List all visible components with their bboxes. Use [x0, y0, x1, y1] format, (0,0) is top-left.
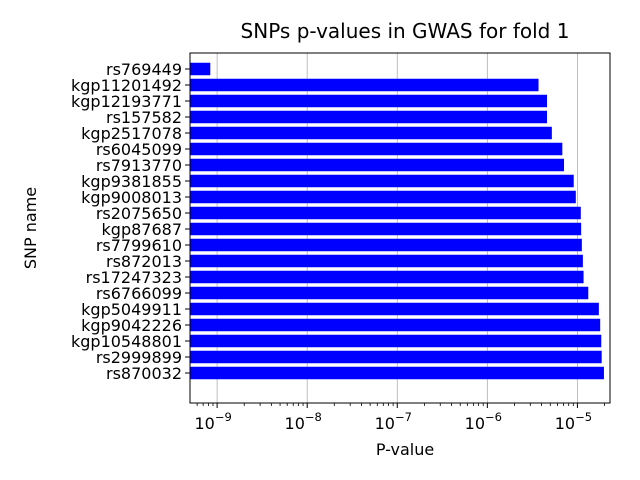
y-tick-label: kgp5049911 [81, 300, 182, 319]
x-tick-label: 10−8 [285, 410, 322, 433]
x-tick-base: 10 [194, 414, 214, 433]
y-tick-label: kgp9381855 [81, 172, 182, 191]
bar-rs7913770 [190, 158, 565, 172]
bar-rs7799610 [190, 238, 582, 252]
x-axis-label: P-value [376, 440, 434, 459]
bar-kgp10548801 [190, 334, 602, 348]
y-tick-label: rs17247323 [86, 268, 182, 287]
bar-rs2075650 [190, 206, 581, 220]
x-tick-layer: 10−9 10−8 10−7 10−6 10−5 [194, 403, 605, 433]
x-tick-label: 10−7 [375, 410, 412, 433]
y-tick-label: kgp11201492 [71, 76, 182, 95]
y-tick-layer: rs769449kgp11201492kgp12193771rs157582kg… [71, 60, 190, 383]
x-tick-label: 10−6 [465, 410, 502, 433]
x-tick-base: 10 [555, 414, 575, 433]
y-tick-label: rs6045099 [96, 140, 182, 159]
bar-rs6045099 [190, 142, 563, 156]
x-tick-base: 10 [375, 414, 395, 433]
y-tick-label: kgp87687 [102, 220, 182, 239]
y-tick-label: rs6766099 [96, 284, 182, 303]
x-tick-exponent: −8 [305, 410, 322, 424]
bar-layer [190, 62, 604, 380]
x-tick-exponent: −5 [575, 410, 592, 424]
bar-rs870032 [190, 366, 604, 380]
bar-kgp9381855 [190, 174, 574, 188]
bar-rs6766099 [190, 286, 589, 300]
y-axis-label: SNP name [21, 187, 40, 269]
x-tick-exponent: −7 [395, 410, 412, 424]
x-tick-exponent: −9 [215, 410, 232, 424]
bar-rs872013 [190, 254, 583, 268]
y-tick-label: rs2999899 [96, 348, 182, 367]
x-tick-base: 10 [465, 414, 485, 433]
x-tick-exponent: −6 [485, 410, 502, 424]
chart-title: SNPs p-values in GWAS for fold 1 [241, 19, 570, 43]
plot-frame [189, 52, 611, 404]
y-tick-label: rs2075650 [96, 204, 182, 223]
y-tick-label: rs7799610 [96, 236, 182, 255]
bar-kgp87687 [190, 222, 582, 236]
y-tick-label: rs157582 [106, 108, 182, 127]
bar-rs157582 [190, 110, 548, 124]
bar-kgp12193771 [190, 94, 548, 108]
bar-rs769449 [190, 62, 211, 76]
bar-kgp2517078 [190, 126, 552, 140]
bar-kgp5049911 [190, 302, 599, 316]
bar-kgp11201492 [190, 78, 539, 92]
y-tick-label: rs870032 [106, 364, 182, 383]
x-tick-label: 10−5 [555, 410, 592, 433]
y-tick-label: rs769449 [106, 60, 182, 79]
y-tick-label: kgp9008013 [81, 188, 182, 207]
y-tick-label: kgp10548801 [71, 332, 182, 351]
bar-rs17247323 [190, 270, 584, 284]
bar-kgp9008013 [190, 190, 576, 204]
y-tick-label: rs872013 [106, 252, 182, 271]
bar-kgp9042226 [190, 318, 601, 332]
y-tick-label: kgp12193771 [71, 92, 182, 111]
bar-rs2999899 [190, 350, 602, 364]
y-tick-label: kgp2517078 [81, 124, 182, 143]
x-tick-label: 10−9 [194, 410, 231, 433]
y-tick-label: rs7913770 [96, 156, 182, 175]
y-tick-label: kgp9042226 [81, 316, 182, 335]
x-tick-base: 10 [285, 414, 305, 433]
